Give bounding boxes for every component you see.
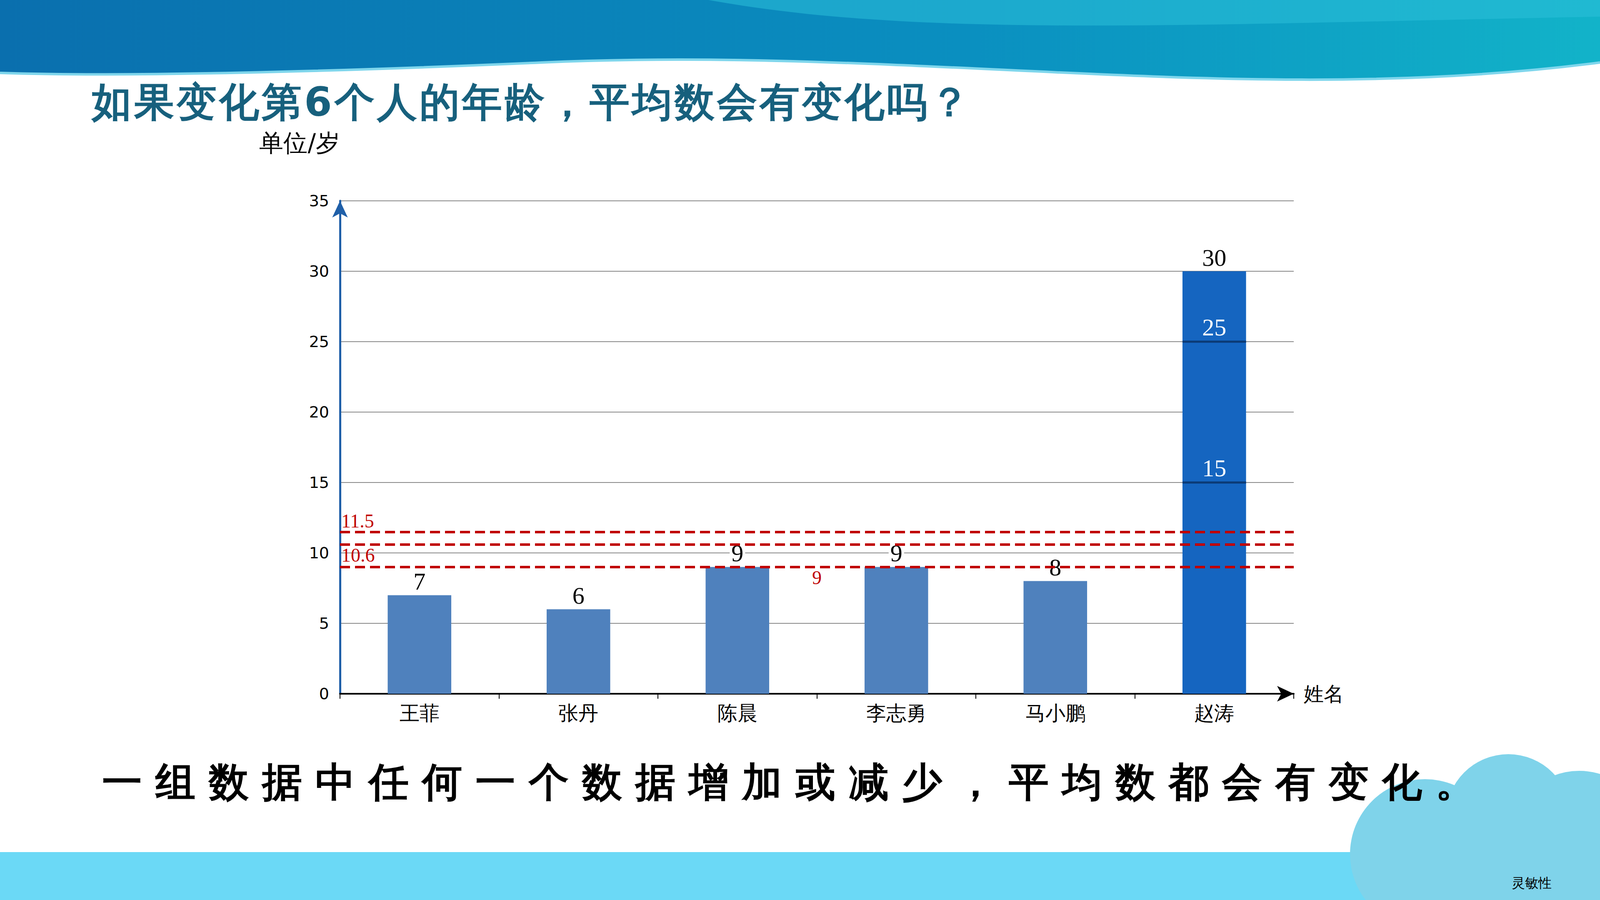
svg-text:30: 30	[1202, 244, 1227, 272]
svg-text:15: 15	[1202, 454, 1227, 482]
svg-text:8: 8	[1049, 553, 1062, 581]
svg-text:9: 9	[731, 539, 744, 567]
html-text:一组数据中任何一个数据增加或减少，平均数都会有变化。: 一组数据中任何一个数据增加或减少，平均数都会有变化。	[102, 758, 1489, 806]
svg-text:25: 25	[1202, 313, 1227, 341]
svg-text:赵涛: 赵涛	[1194, 701, 1235, 725]
svg-text:10.6: 10.6	[341, 544, 375, 566]
svg-text:9: 9	[890, 539, 903, 567]
svg-text:35: 35	[309, 191, 330, 210]
svg-text:10: 10	[309, 543, 330, 563]
svg-text:15: 15	[309, 473, 330, 492]
svg-text:马小鹏: 马小鹏	[1025, 701, 1086, 725]
svg-text:11.5: 11.5	[341, 510, 375, 532]
svg-text:0: 0	[319, 684, 330, 703]
svg-text:9: 9	[812, 567, 822, 589]
html-text:如果变化第6个人的年龄，平均数会有变化吗？: 如果变化第6个人的年龄，平均数会有变化吗？	[91, 78, 972, 126]
html-text:灵敏性: 灵敏性	[1511, 875, 1552, 891]
svg-text:陈晨: 陈晨	[717, 701, 758, 725]
svg-text:25: 25	[309, 332, 330, 351]
svg-text:30: 30	[309, 262, 330, 281]
svg-text:姓名: 姓名	[1303, 682, 1344, 706]
svg-text:李志勇: 李志勇	[866, 701, 927, 725]
svg-text:王菲: 王菲	[399, 701, 440, 725]
svg-text:张丹: 张丹	[558, 701, 599, 725]
svg-text:6: 6	[572, 582, 585, 610]
svg-text:5: 5	[319, 614, 330, 633]
svg-text:7: 7	[413, 567, 426, 595]
svg-text:单位/岁: 单位/岁	[259, 128, 340, 158]
svg-text:20: 20	[309, 402, 330, 422]
